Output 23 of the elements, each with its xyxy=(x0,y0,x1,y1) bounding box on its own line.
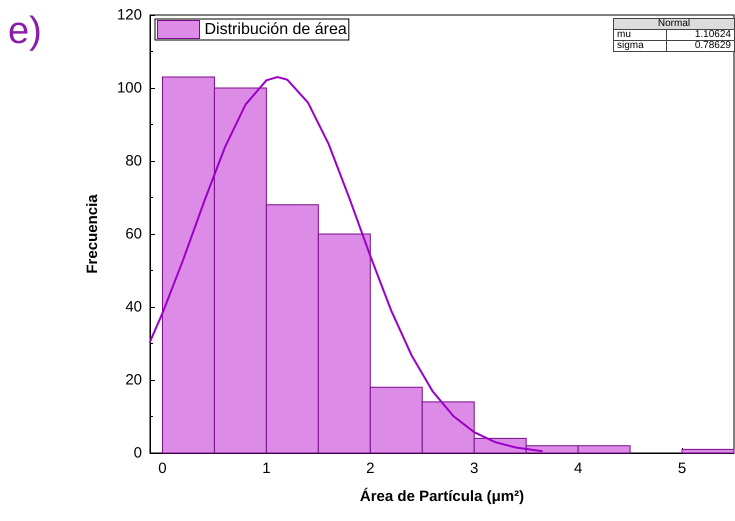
y-tick-label: 0 xyxy=(134,444,142,462)
x-tick-label: 2 xyxy=(366,460,374,477)
x-tick-label: 1 xyxy=(262,460,271,477)
x-tick-label: 4 xyxy=(574,460,582,477)
y-tick-label: 120 xyxy=(116,6,142,24)
y-tick-label: 100 xyxy=(116,80,142,96)
y-tick-label: 60 xyxy=(125,226,142,242)
annotation: mu xyxy=(614,29,667,40)
x-tick-label: 0 xyxy=(158,460,167,477)
y-axis-title: Frecuencia xyxy=(84,194,101,274)
y-tick-label: 40 xyxy=(125,298,142,316)
x-tick-label: 5 xyxy=(678,460,686,477)
annotation: sigma xyxy=(614,40,667,52)
line-series xyxy=(149,76,543,452)
legend-label: Distribución de área xyxy=(204,21,347,38)
y-tick-label: 20 xyxy=(125,372,142,388)
annotation: Normal xyxy=(614,18,734,30)
y-tick-label: 80 xyxy=(125,152,142,170)
x-axis-title: Área de Partícula (μm²) xyxy=(360,487,524,505)
text: e) xyxy=(8,10,42,52)
x-tick-label: 3 xyxy=(470,460,478,477)
annotation: 1.10624 xyxy=(666,29,734,40)
annotation: 0.78629 xyxy=(666,40,734,52)
